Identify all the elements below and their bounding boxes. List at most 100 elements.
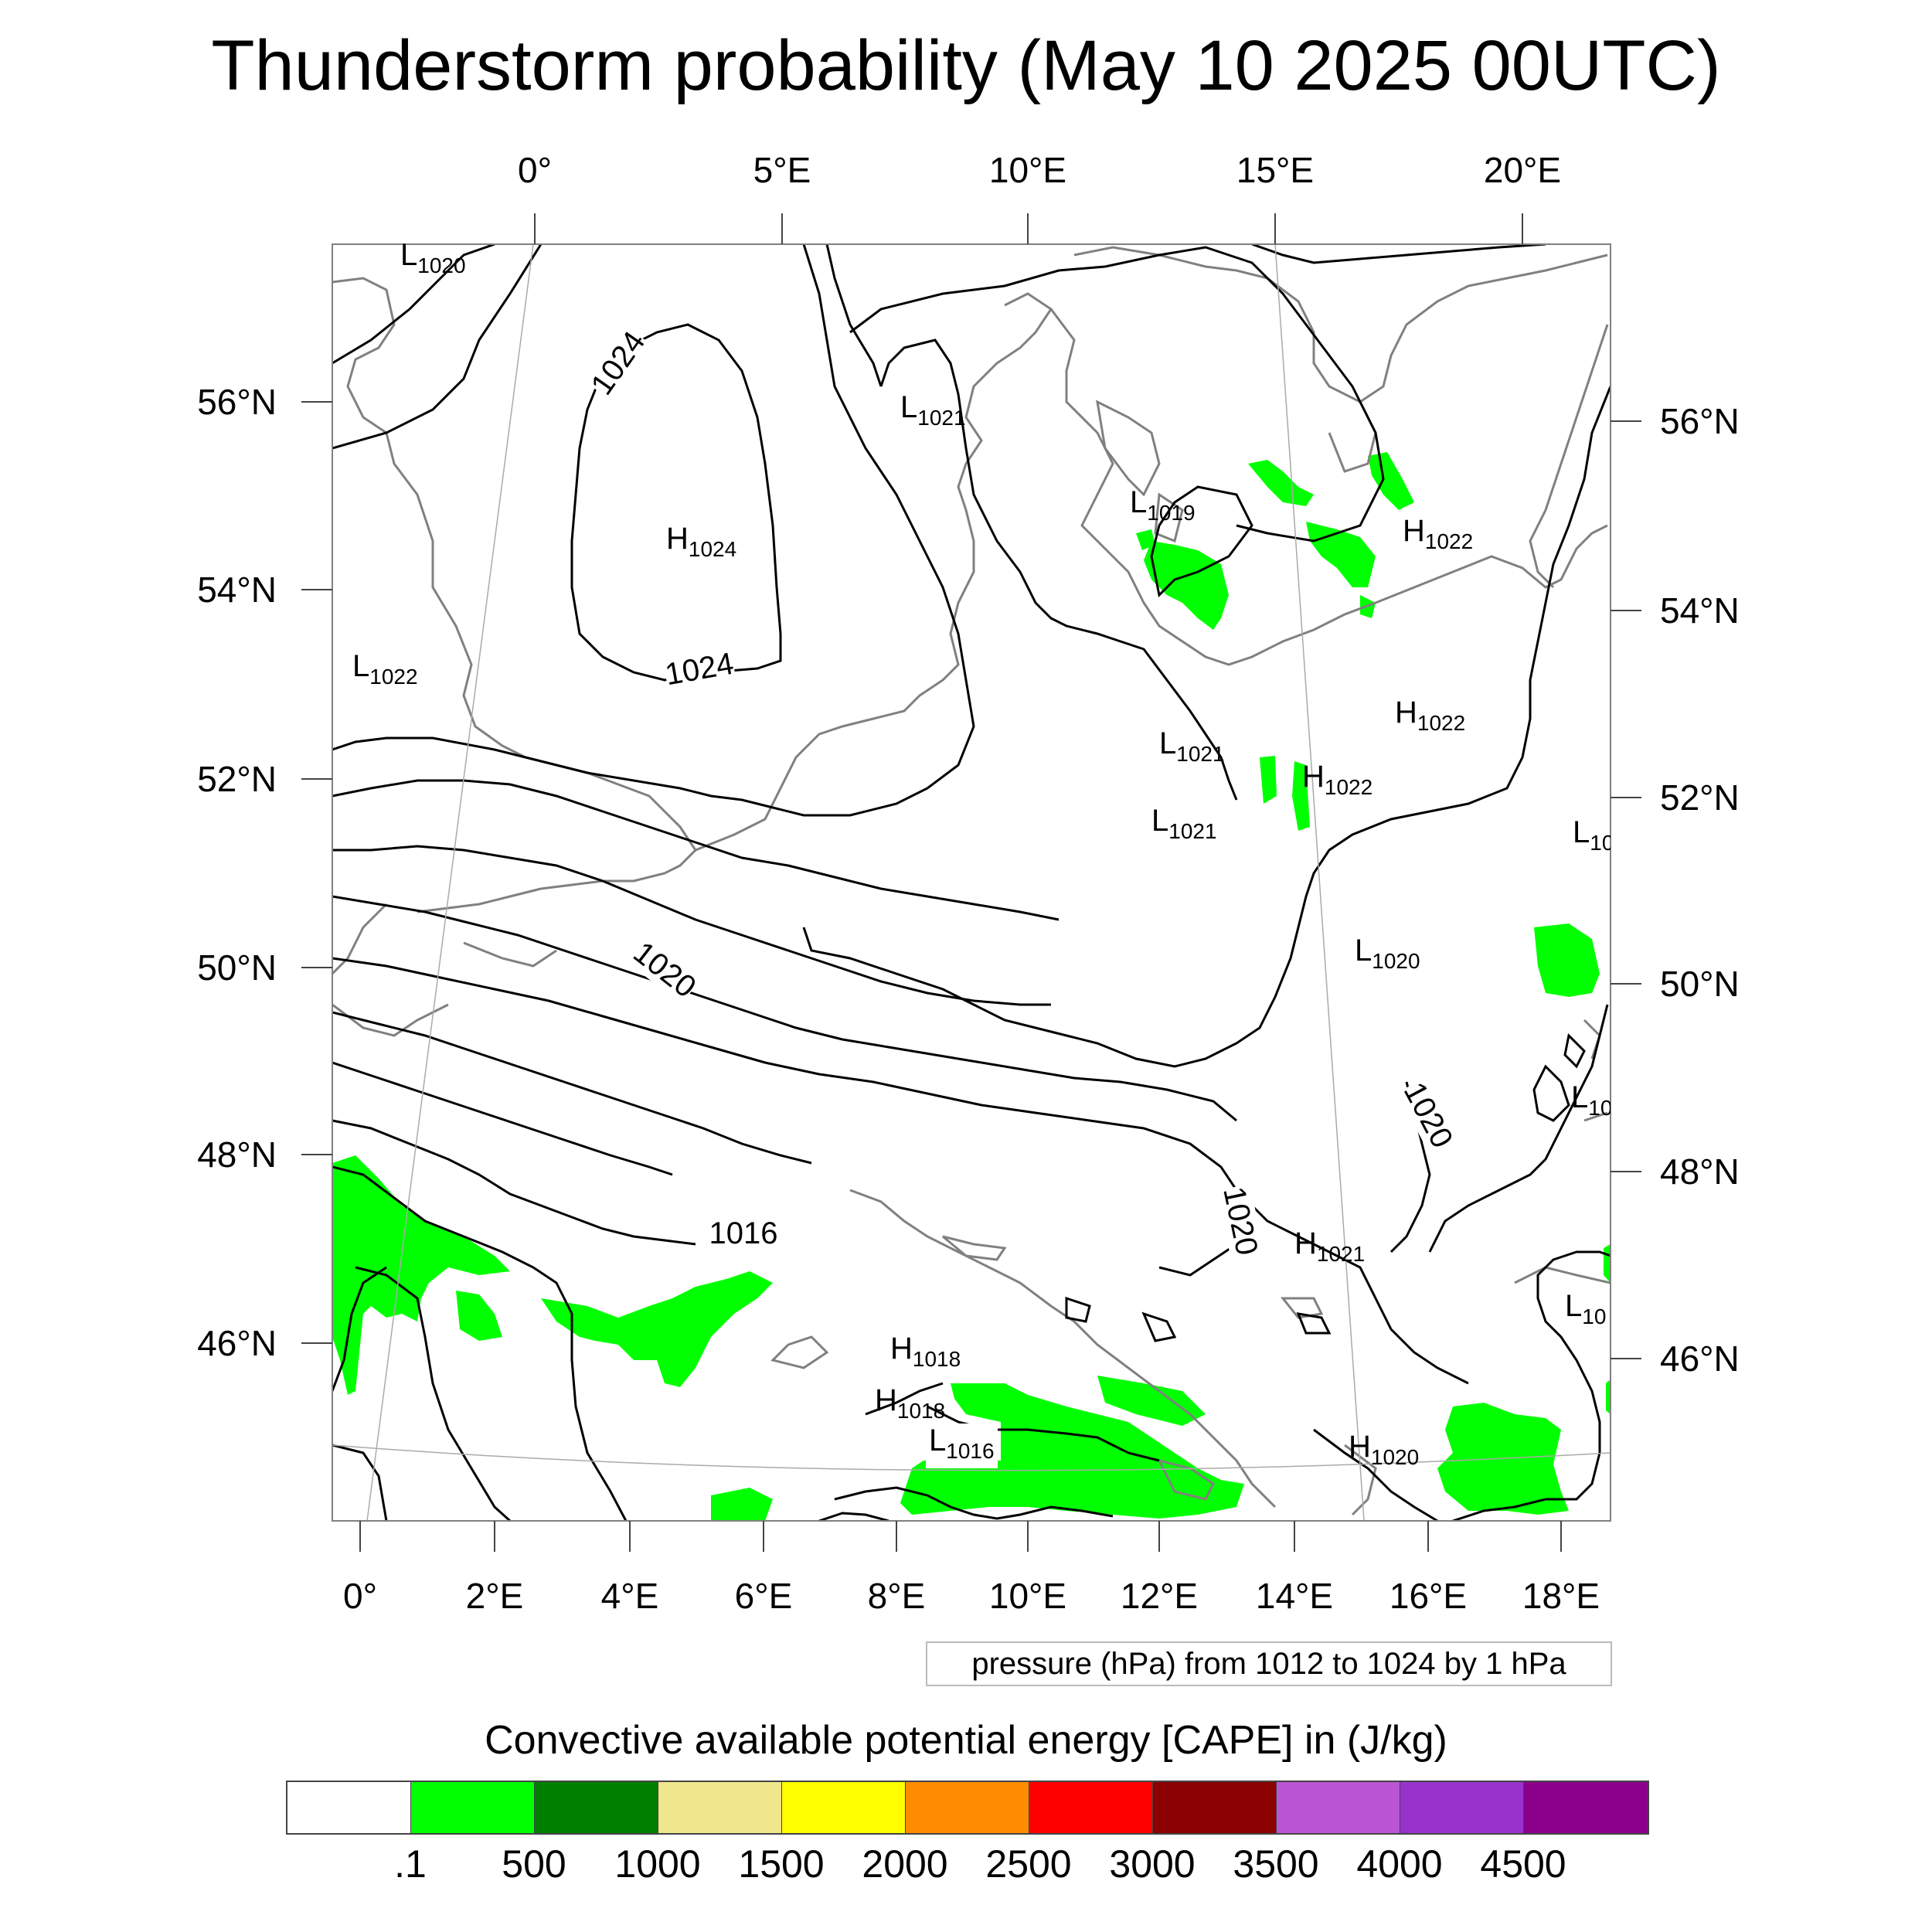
isobar-1024 <box>570 323 782 682</box>
pressure-center-label: L1021 <box>1151 804 1217 849</box>
pressure-center-label: H1022 <box>1302 760 1372 804</box>
cape-area-alps <box>900 1383 1244 1519</box>
cape-area-poland-4 <box>1292 761 1310 831</box>
pressure-center-label: L1020 <box>400 238 466 283</box>
cape-area-east-france <box>541 1271 773 1387</box>
colorbar-segment <box>782 1782 906 1833</box>
pressure-center-value: 10 <box>1582 1304 1607 1328</box>
right-lat-label: 50°N <box>1660 964 1740 1004</box>
bottom-lon-label: 10°E <box>988 1576 1067 1616</box>
pressure-center-value: 10 <box>1590 831 1611 855</box>
bottom-lon-label: 16°E <box>1389 1576 1468 1616</box>
colorbar-tick-label: 4500 <box>1480 1842 1566 1886</box>
pressure-center-letter: L <box>1151 804 1169 838</box>
colorbar-tick-label: 2000 <box>862 1842 948 1886</box>
bottom-lon-label: 14°E <box>1255 1576 1334 1616</box>
colorbar-segment <box>906 1782 1029 1833</box>
left-ticks <box>301 401 332 1344</box>
pressure-center-label: L1021 <box>900 390 966 435</box>
colorbar-tick-label: 3500 <box>1233 1842 1319 1886</box>
colorbar-segment <box>287 1782 411 1833</box>
cape-area-alps-east <box>1097 1376 1206 1426</box>
colorbar-segment <box>1524 1782 1648 1833</box>
right-lat-label: 54°N <box>1660 590 1740 631</box>
pressure-center-letter: H <box>875 1383 897 1417</box>
pressure-center-label: L10 <box>1573 815 1611 860</box>
pressure-center-label: H1020 <box>1349 1430 1419 1475</box>
right-ticks <box>1611 420 1641 1359</box>
pressure-center-label: L1021 <box>1159 726 1225 771</box>
contour-info-box: pressure (hPa) from 1012 to 1024 by 1 hP… <box>926 1641 1612 1686</box>
pressure-center-letter: L <box>1573 815 1590 849</box>
isobars <box>332 244 1611 1521</box>
bottom-lon-label: 12°E <box>1120 1576 1199 1616</box>
bottom-lon-label: 0° <box>343 1576 377 1616</box>
cape-area-south-west <box>711 1488 773 1521</box>
pressure-center-letter: L <box>352 649 370 683</box>
pressure-center-label: L10 <box>1571 1080 1611 1125</box>
pressure-center-value: 1022 <box>369 665 418 689</box>
pressure-center-letter: L <box>1355 934 1372 968</box>
left-lat-label: 50°N <box>197 947 277 988</box>
pressure-center-label: H1018 <box>875 1383 945 1428</box>
bottom-lon-label: 2°E <box>465 1576 524 1616</box>
left-lat-label: 52°N <box>197 759 277 799</box>
pressure-center-value: 1024 <box>688 537 737 561</box>
pressure-center-letter: L <box>900 390 918 424</box>
pressure-center-value: 1019 <box>1147 501 1196 525</box>
left-lat-label: 56°N <box>197 382 277 422</box>
cape-area-hungary-east <box>1604 1244 1611 1283</box>
cape-area-north-germany-2 <box>1136 529 1155 550</box>
pressure-center-label: H1021 <box>1294 1226 1365 1271</box>
pressure-center-letter: H <box>1403 514 1425 548</box>
colorbar-segment <box>1029 1782 1153 1833</box>
left-lat-label: 48°N <box>197 1134 277 1175</box>
pressure-center-letter: H <box>890 1332 913 1366</box>
colorbar-tick-label: 3000 <box>1109 1842 1196 1886</box>
bottom-lon-label: 4°E <box>600 1576 659 1616</box>
colorbar-segment <box>411 1782 535 1833</box>
right-lat-label: 46°N <box>1660 1338 1740 1379</box>
pressure-center-value: 1022 <box>1324 775 1373 799</box>
pressure-center-label: L1020 <box>1355 934 1420 978</box>
colorbar-tick-label: 1500 <box>738 1842 825 1886</box>
colorbar-tick-label: 4000 <box>1356 1842 1443 1886</box>
right-lat-label: 56°N <box>1660 401 1740 441</box>
pressure-center-letter: H <box>1294 1226 1317 1260</box>
right-lat-label: 48°N <box>1660 1151 1740 1192</box>
colorbar-tick-label: .1 <box>394 1842 427 1886</box>
pressure-center-label: L1022 <box>352 649 418 694</box>
pressure-center-label: H1022 <box>1403 514 1473 559</box>
pressure-center-value: 1018 <box>912 1347 961 1371</box>
colorbar-tick-label: 1000 <box>614 1842 701 1886</box>
pressure-center-letter: L <box>1571 1080 1589 1114</box>
cape-area-czech <box>1534 923 1600 997</box>
pressure-center-label: H1018 <box>890 1332 961 1376</box>
pressure-center-letter: H <box>1302 760 1325 794</box>
colorbar-segment <box>1277 1782 1400 1833</box>
pressure-center-label: L10 <box>1565 1289 1611 1334</box>
bottom-lon-label: 6°E <box>734 1576 793 1616</box>
pressure-center-value: 1021 <box>1316 1242 1366 1266</box>
left-lat-label: 54°N <box>197 570 277 610</box>
cape-area-central-france <box>456 1291 502 1341</box>
pressure-center-value: 1022 <box>1424 529 1474 553</box>
top-lon-label: 5°E <box>753 150 811 190</box>
pressure-center-value: 1022 <box>1417 711 1466 735</box>
colorbar-segment <box>535 1782 658 1833</box>
colorbar-segment <box>1400 1782 1524 1833</box>
bottom-lon-label: 18°E <box>1522 1576 1600 1616</box>
colorbar <box>286 1781 1649 1835</box>
pressure-center-value: 1020 <box>1372 949 1420 973</box>
pressure-center-value: 1020 <box>417 253 466 277</box>
cape-area-baltic-1 <box>1248 460 1314 506</box>
colorbar-tick-label: 500 <box>502 1842 566 1886</box>
colorbar-segment <box>1153 1782 1277 1833</box>
colorbar-tick-label: 2500 <box>985 1842 1072 1886</box>
coastlines <box>332 246 1611 1516</box>
pressure-center-letter: H <box>1349 1430 1371 1464</box>
top-lon-label: 10°E <box>988 150 1067 190</box>
top-lon-label: 0° <box>518 150 552 190</box>
pressure-center-value: 1021 <box>917 406 966 430</box>
